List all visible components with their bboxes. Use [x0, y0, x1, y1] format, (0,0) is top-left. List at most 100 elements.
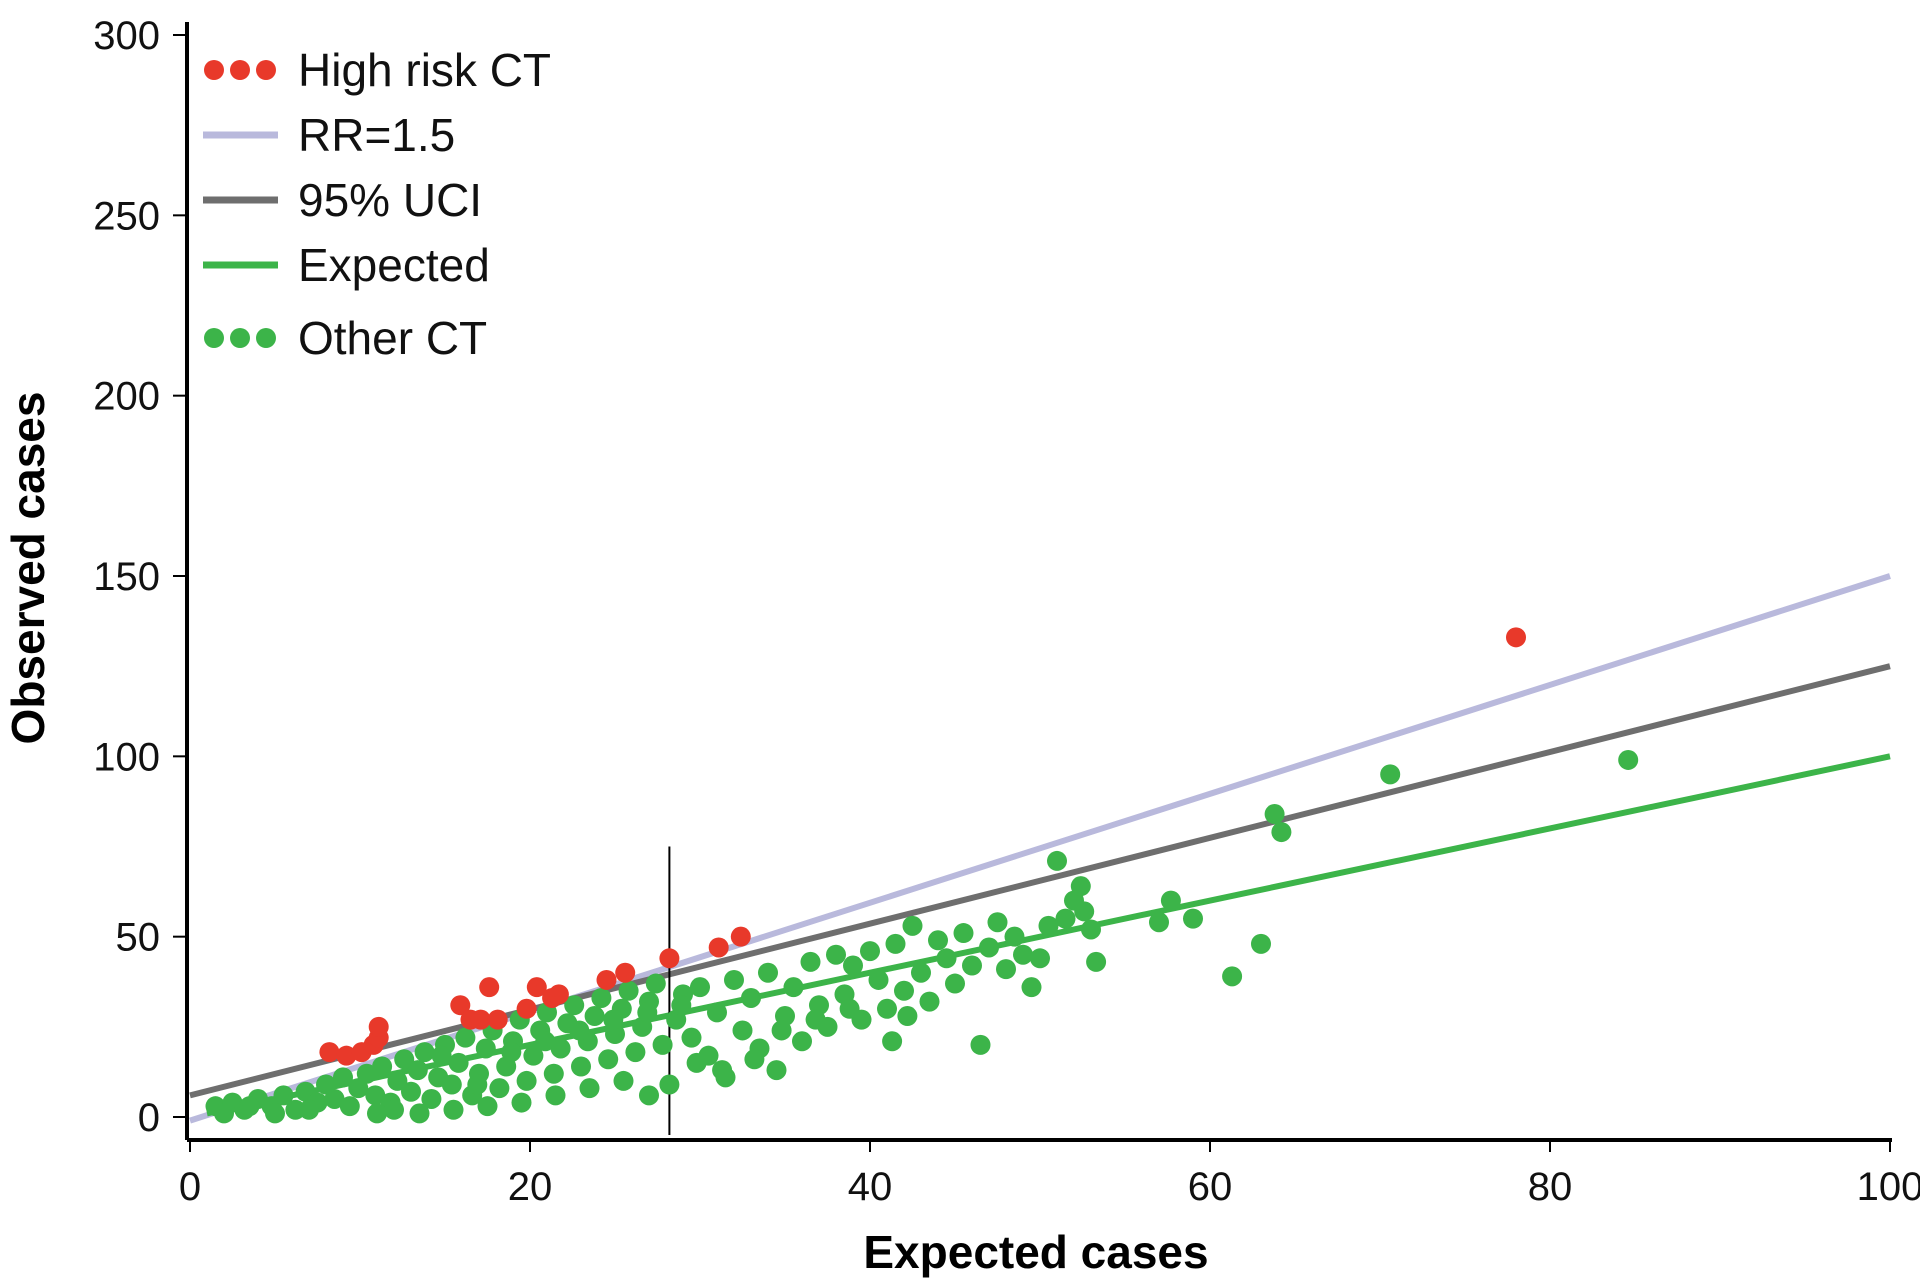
axes [185, 22, 1892, 1142]
other-ct-point [299, 1099, 319, 1120]
other-ct-point [843, 955, 863, 976]
legend-marker [256, 60, 276, 80]
legend-marker [204, 60, 224, 80]
x-tick-label: 0 [179, 1165, 201, 1209]
other-ct-point [877, 998, 897, 1019]
other-ct-point [919, 991, 940, 1012]
other-ct-point [348, 1078, 369, 1099]
legend-label: 95% UCI [298, 174, 482, 226]
other-ct-point [894, 980, 914, 1001]
other-ct-point [1021, 977, 1042, 998]
other-ct-point [324, 1088, 345, 1109]
other-ct-point [962, 955, 982, 976]
high-risk-point [1506, 627, 1526, 648]
high-risk-point [548, 984, 569, 1005]
other-ct-point [591, 987, 612, 1008]
other-ct-point [860, 941, 880, 962]
legend-label: RR=1.5 [298, 109, 455, 161]
other-ct-point [365, 1085, 386, 1106]
legend-label: Expected [298, 239, 490, 291]
other-ct-point [625, 1042, 646, 1063]
other-ct-point [928, 930, 948, 951]
other-ct-point [970, 1034, 991, 1055]
uci-line [189, 663, 1891, 1099]
other-ct-point [671, 995, 692, 1016]
other-ct-point [571, 1056, 591, 1077]
other-ct-point [443, 1099, 464, 1120]
other-ct-point [1081, 919, 1101, 940]
high-risk-point [479, 977, 500, 998]
other-ct-point [1264, 804, 1285, 825]
x-tick-label: 80 [1528, 1165, 1573, 1209]
other-ct-point [387, 1070, 408, 1091]
other-ct-point [421, 1088, 442, 1109]
y-axis-title: Observed cases [2, 392, 54, 745]
legend-marker [204, 328, 224, 348]
other-ct-point [979, 937, 999, 958]
other-ct-point [792, 1031, 812, 1052]
high-risk-point [319, 1042, 340, 1063]
other-ct-point [1618, 749, 1639, 770]
other-ct-point [564, 995, 585, 1016]
other-ct-point [265, 1103, 285, 1124]
other-ct-point [239, 1096, 260, 1117]
other-ct-point [732, 1020, 753, 1041]
x-tick-label: 100 [1857, 1165, 1920, 1209]
high-risk-point [487, 1009, 508, 1030]
other-ct-point [475, 1038, 496, 1059]
y-tick-label: 100 [93, 735, 160, 779]
other-ct-point [1074, 901, 1095, 922]
other-ct-point [783, 977, 804, 998]
other-ct-point [800, 951, 821, 972]
data-points [205, 627, 1639, 1124]
other-ct-point [885, 933, 906, 954]
other-ct-point [805, 1009, 826, 1030]
other-ct-point [394, 1049, 415, 1070]
high-risk-point [450, 995, 471, 1016]
other-ct-point [407, 1060, 428, 1081]
other-ct-point [945, 973, 965, 994]
other-ct-point [448, 1052, 469, 1073]
y-tick-label: 300 [93, 14, 160, 58]
high-risk-point [526, 977, 547, 998]
other-ct-point [741, 987, 761, 1008]
other-ct-point [1271, 822, 1292, 843]
other-ct-point [766, 1060, 787, 1081]
other-ct-point [953, 923, 974, 944]
other-ct-point [467, 1074, 488, 1095]
other-ct-point [598, 1049, 619, 1070]
other-ct-point [372, 1056, 393, 1077]
other-ct-point [545, 1085, 566, 1106]
other-ct-point [712, 1060, 733, 1081]
other-ct-point [523, 1045, 544, 1066]
legend-label: Other CT [298, 312, 487, 364]
other-ct-point [639, 1085, 659, 1106]
other-ct-point [897, 1006, 918, 1027]
other-ct-point [339, 1096, 360, 1117]
high-risk-point [615, 962, 636, 983]
other-ct-point [273, 1085, 294, 1106]
other-ct-point [724, 969, 744, 990]
other-ct-point [543, 1063, 564, 1084]
other-ct-point [1086, 951, 1107, 972]
other-ct-point [1070, 876, 1091, 897]
y-tick-label: 250 [93, 194, 160, 238]
other-ct-point [987, 912, 1008, 933]
other-ct-point [431, 1045, 452, 1066]
high-risk-point [368, 1016, 389, 1037]
other-ct-point [902, 915, 923, 936]
other-ct-point [1055, 908, 1076, 929]
legend: High risk CT RR=1.5 95% UCI Expected Other C… [203, 44, 551, 364]
high-risk-point [659, 948, 680, 969]
other-ct-point [652, 1034, 673, 1055]
other-ct-point [936, 948, 957, 969]
other-ct-point [516, 1070, 537, 1091]
rr-line [189, 573, 1891, 1124]
other-ct-point [441, 1074, 462, 1095]
other-ct-point [637, 1002, 658, 1023]
other-ct-point [771, 1020, 792, 1041]
other-ct-point [401, 1081, 421, 1102]
other-ct-point [826, 944, 846, 965]
other-ct-point [550, 1038, 571, 1059]
